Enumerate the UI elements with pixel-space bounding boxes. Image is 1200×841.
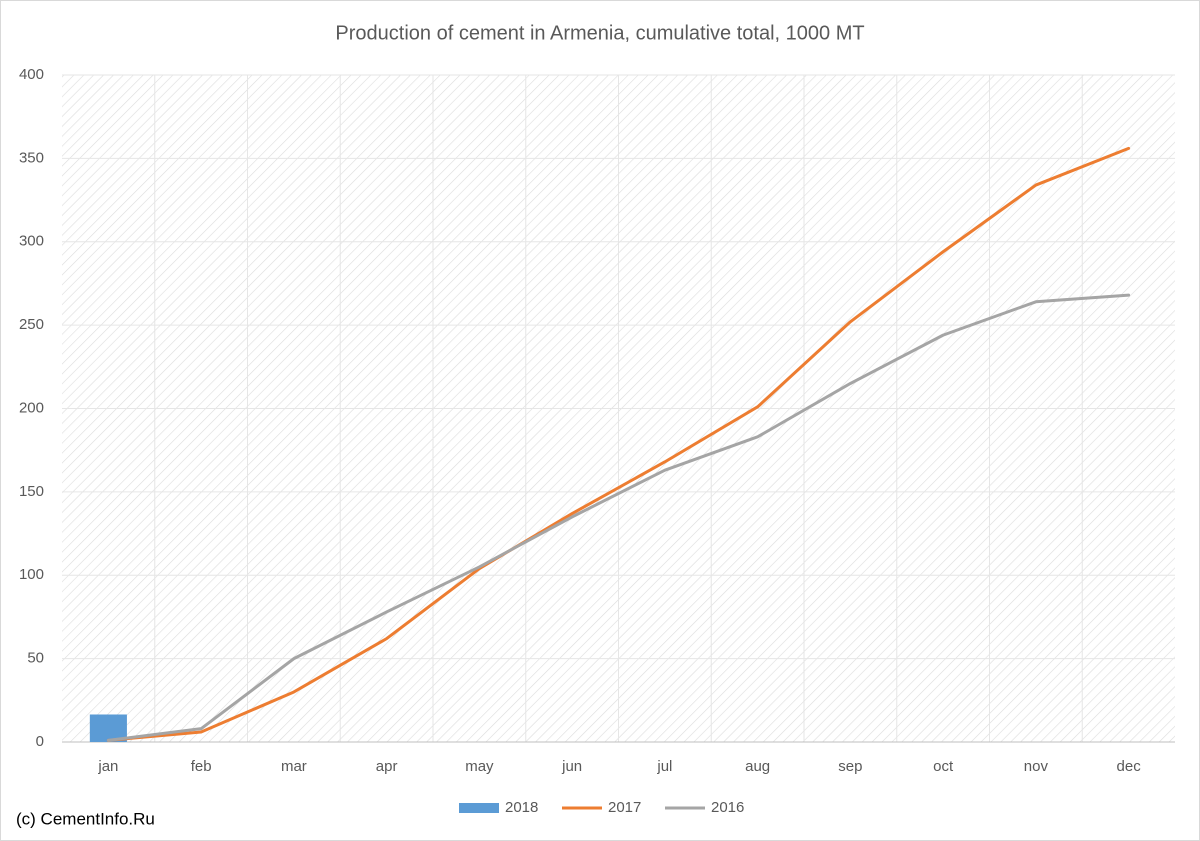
- y-tick-label: 200: [19, 399, 44, 416]
- y-tick-label: 350: [19, 149, 44, 166]
- y-tick-label: 250: [19, 316, 44, 333]
- line: [106, 293, 1131, 742]
- y-tick-label: 300: [19, 233, 44, 250]
- x-tick-label: jul: [656, 758, 672, 775]
- y-tick-label: 50: [27, 650, 44, 667]
- y-tick-label: 100: [19, 566, 44, 583]
- x-tick-label: oct: [933, 758, 954, 775]
- y-tick-label: 400: [19, 66, 44, 83]
- legend-label: 2016: [711, 799, 744, 816]
- legend-swatch: [459, 803, 499, 813]
- x-tick-label: dec: [1117, 758, 1142, 775]
- x-tick-label: apr: [376, 758, 398, 775]
- x-tick-label: nov: [1024, 758, 1049, 775]
- x-tick-label: may: [465, 758, 494, 775]
- x-tick-label: mar: [281, 758, 307, 775]
- x-tick-label: aug: [745, 758, 770, 775]
- y-tick-label: 150: [19, 483, 44, 500]
- x-tick-label: sep: [838, 758, 862, 775]
- x-tick-label: feb: [191, 758, 212, 775]
- y-tick-label: 0: [36, 733, 44, 750]
- legend-label: 2018: [505, 799, 538, 816]
- x-tick-label: jun: [561, 758, 582, 775]
- x-tick-label: jan: [97, 758, 118, 775]
- legend-label: 2017: [608, 799, 641, 816]
- chart-title: Production of cement in Armenia, cumulat…: [335, 22, 864, 44]
- source-note: (c) CementInfo.Ru: [16, 809, 155, 828]
- line: [106, 146, 1131, 742]
